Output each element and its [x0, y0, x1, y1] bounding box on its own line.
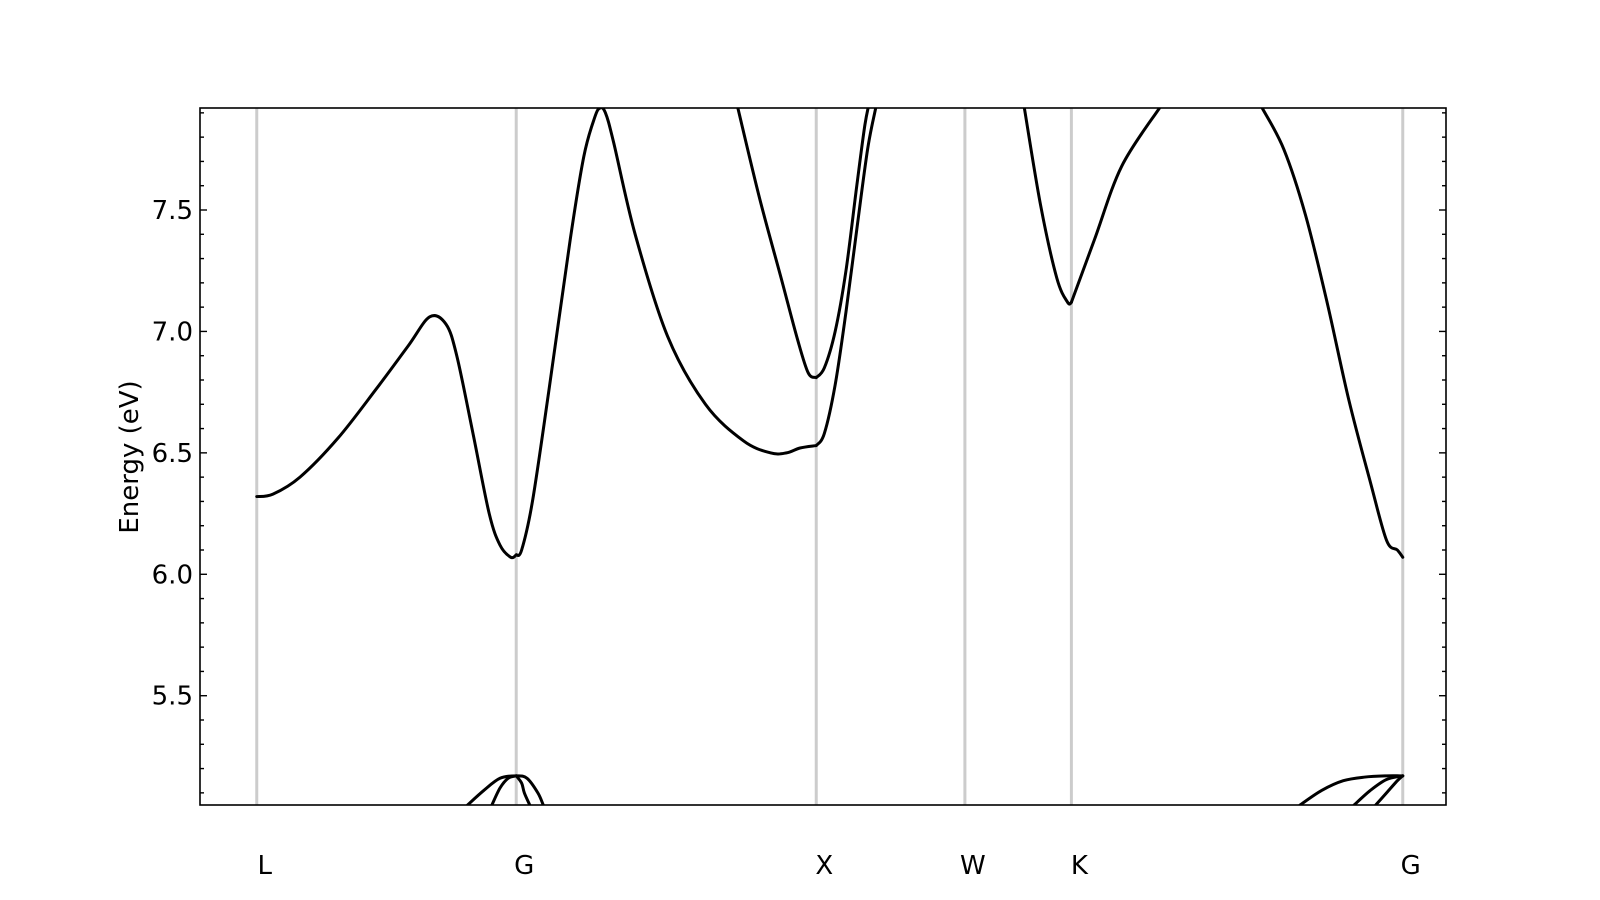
y-tick-label: 5.5 [152, 682, 193, 712]
plot-frame [199, 107, 1447, 806]
y-tick-label: 7.5 [152, 196, 193, 226]
band-segment-8 [1260, 108, 1405, 559]
y-axis-label: Energy (eV) [115, 380, 145, 533]
y-tick-label: 6.0 [152, 560, 193, 590]
k-label-l-0: L [258, 851, 273, 881]
k-label-k-4: K [1071, 851, 1089, 881]
band-segment-10 [490, 774, 518, 805]
k-label-x-2: X [815, 851, 833, 881]
band-segment-13 [1352, 774, 1405, 805]
y-ticks: 5.5 6.0 6.5 7.0 7.5 [152, 112, 1446, 794]
k-label-w-3: W [960, 851, 986, 881]
band-segment-11 [514, 774, 532, 805]
band-segment-2 [514, 108, 818, 557]
k-label-g-1: G [514, 851, 534, 881]
band-segment-1 [255, 314, 518, 560]
band-segment-3 [814, 108, 878, 448]
band-segment-12 [1298, 774, 1405, 805]
band-lines [255, 108, 1405, 805]
band-segment-4 [736, 108, 818, 380]
band-segment-14 [1374, 774, 1405, 805]
band-segment-5 [814, 108, 870, 380]
high-symmetry-lines [255, 108, 1405, 805]
y-tick-label: 6.5 [152, 439, 193, 469]
k-label-g-5: G [1401, 851, 1421, 881]
band-segment-6 [1022, 108, 1073, 306]
y-tick-label: 7.0 [152, 317, 193, 347]
band-segment-7 [1069, 108, 1161, 304]
